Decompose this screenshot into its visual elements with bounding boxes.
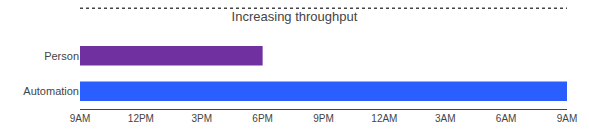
svg-text:Automation: Automation: [23, 85, 79, 97]
svg-text:9PM: 9PM: [313, 113, 334, 124]
svg-text:Increasing throughput: Increasing throughput: [232, 9, 358, 24]
svg-text:6PM: 6PM: [252, 113, 273, 124]
svg-text:Person: Person: [44, 50, 79, 62]
svg-text:3PM: 3PM: [191, 113, 212, 124]
svg-text:12PM: 12PM: [128, 113, 154, 124]
svg-text:9AM: 9AM: [557, 113, 578, 124]
svg-text:12AM: 12AM: [371, 113, 397, 124]
svg-text:3AM: 3AM: [435, 113, 456, 124]
svg-text:6AM: 6AM: [496, 113, 517, 124]
svg-text:9AM: 9AM: [70, 113, 91, 124]
